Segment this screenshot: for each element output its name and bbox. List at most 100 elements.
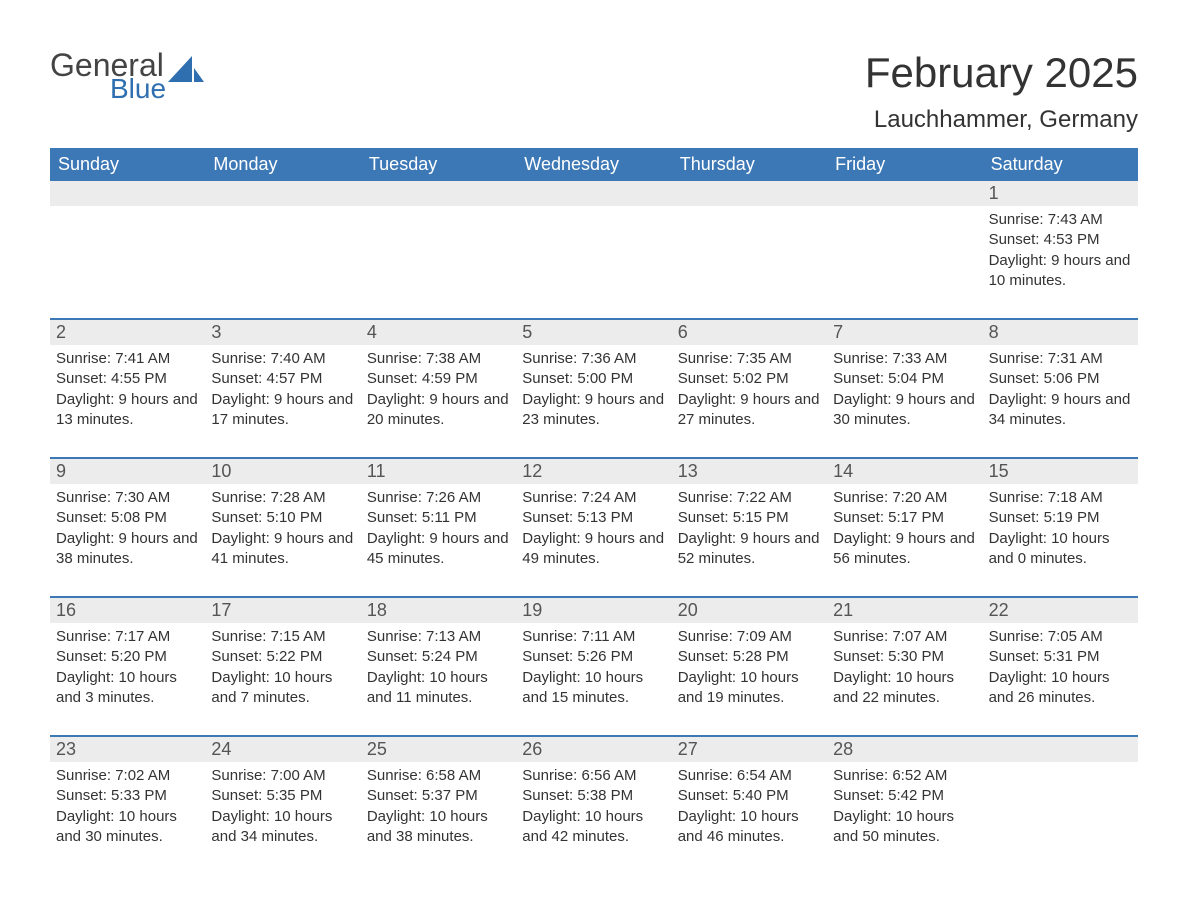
day-cell: Sunrise: 7:09 AMSunset: 5:28 PMDaylight:… <box>672 623 827 713</box>
day-number: 23 <box>50 737 205 762</box>
day-cell <box>205 206 360 296</box>
day-cell: Sunrise: 7:30 AMSunset: 5:08 PMDaylight:… <box>50 484 205 574</box>
sunrise-text: Sunrise: 7:26 AM <box>367 488 510 508</box>
day-cell <box>827 206 982 296</box>
sunrise-text: Sunrise: 7:02 AM <box>56 766 199 786</box>
day-number: 2 <box>50 320 205 345</box>
sunset-text: Sunset: 5:08 PM <box>56 508 199 528</box>
day-cell: Sunrise: 7:11 AMSunset: 5:26 PMDaylight:… <box>516 623 671 713</box>
sunrise-text: Sunrise: 7:09 AM <box>678 627 821 647</box>
daylight-text: Daylight: 9 hours and 17 minutes. <box>211 390 354 431</box>
sail-icon <box>168 56 204 91</box>
day-number <box>672 181 827 206</box>
weekday-header: Monday <box>205 148 360 181</box>
sunrise-text: Sunrise: 7:38 AM <box>367 349 510 369</box>
brand-logo: General Blue <box>50 50 204 103</box>
day-number <box>983 737 1138 762</box>
day-cell: Sunrise: 7:35 AMSunset: 5:02 PMDaylight:… <box>672 345 827 435</box>
day-cell <box>983 762 1138 852</box>
sunrise-text: Sunrise: 7:40 AM <box>211 349 354 369</box>
daylight-text: Daylight: 9 hours and 20 minutes. <box>367 390 510 431</box>
sunset-text: Sunset: 5:24 PM <box>367 647 510 667</box>
sunset-text: Sunset: 5:17 PM <box>833 508 976 528</box>
day-cell <box>516 206 671 296</box>
sunset-text: Sunset: 4:53 PM <box>989 230 1132 250</box>
weekday-header-row: SundayMondayTuesdayWednesdayThursdayFrid… <box>50 148 1138 181</box>
day-number: 6 <box>672 320 827 345</box>
sunset-text: Sunset: 5:20 PM <box>56 647 199 667</box>
sunrise-text: Sunrise: 6:56 AM <box>522 766 665 786</box>
daylight-text: Daylight: 10 hours and 42 minutes. <box>522 807 665 848</box>
sunrise-text: Sunrise: 7:07 AM <box>833 627 976 647</box>
daylight-text: Daylight: 10 hours and 11 minutes. <box>367 668 510 709</box>
day-number <box>827 181 982 206</box>
weekday-header: Wednesday <box>516 148 671 181</box>
day-number: 16 <box>50 598 205 623</box>
sunrise-text: Sunrise: 7:22 AM <box>678 488 821 508</box>
calendar-week: 2345678Sunrise: 7:41 AMSunset: 4:55 PMDa… <box>50 318 1138 435</box>
sunset-text: Sunset: 4:55 PM <box>56 369 199 389</box>
day-number: 12 <box>516 459 671 484</box>
day-number: 27 <box>672 737 827 762</box>
daylight-text: Daylight: 10 hours and 22 minutes. <box>833 668 976 709</box>
sunset-text: Sunset: 5:02 PM <box>678 369 821 389</box>
day-cell: Sunrise: 6:58 AMSunset: 5:37 PMDaylight:… <box>361 762 516 852</box>
day-number: 14 <box>827 459 982 484</box>
day-cell: Sunrise: 7:05 AMSunset: 5:31 PMDaylight:… <box>983 623 1138 713</box>
sunset-text: Sunset: 5:38 PM <box>522 786 665 806</box>
sunrise-text: Sunrise: 7:24 AM <box>522 488 665 508</box>
day-cell <box>50 206 205 296</box>
sunrise-text: Sunrise: 7:18 AM <box>989 488 1132 508</box>
day-cell: Sunrise: 7:15 AMSunset: 5:22 PMDaylight:… <box>205 623 360 713</box>
day-number: 3 <box>205 320 360 345</box>
daylight-text: Daylight: 9 hours and 13 minutes. <box>56 390 199 431</box>
weekday-header: Tuesday <box>361 148 516 181</box>
weekday-header: Friday <box>827 148 982 181</box>
day-number: 22 <box>983 598 1138 623</box>
title-block: February 2025 Lauchhammer, Germany <box>865 50 1138 134</box>
sunrise-text: Sunrise: 6:54 AM <box>678 766 821 786</box>
sunset-text: Sunset: 4:57 PM <box>211 369 354 389</box>
sunrise-text: Sunrise: 7:35 AM <box>678 349 821 369</box>
sunrise-text: Sunrise: 7:15 AM <box>211 627 354 647</box>
daylight-text: Daylight: 9 hours and 30 minutes. <box>833 390 976 431</box>
sunset-text: Sunset: 4:59 PM <box>367 369 510 389</box>
daylight-text: Daylight: 10 hours and 0 minutes. <box>989 529 1132 570</box>
sunset-text: Sunset: 5:28 PM <box>678 647 821 667</box>
sunset-text: Sunset: 5:11 PM <box>367 508 510 528</box>
calendar-weeks: 1Sunrise: 7:43 AMSunset: 4:53 PMDaylight… <box>50 181 1138 852</box>
day-number: 26 <box>516 737 671 762</box>
sunset-text: Sunset: 5:19 PM <box>989 508 1132 528</box>
day-cell <box>361 206 516 296</box>
sunrise-text: Sunrise: 7:33 AM <box>833 349 976 369</box>
day-number: 21 <box>827 598 982 623</box>
sunrise-text: Sunrise: 7:20 AM <box>833 488 976 508</box>
sunrise-text: Sunrise: 6:52 AM <box>833 766 976 786</box>
sunrise-text: Sunrise: 7:05 AM <box>989 627 1132 647</box>
day-cell: Sunrise: 7:00 AMSunset: 5:35 PMDaylight:… <box>205 762 360 852</box>
day-cell: Sunrise: 7:13 AMSunset: 5:24 PMDaylight:… <box>361 623 516 713</box>
day-number: 18 <box>361 598 516 623</box>
weekday-header: Sunday <box>50 148 205 181</box>
sunrise-text: Sunrise: 7:28 AM <box>211 488 354 508</box>
sunrise-text: Sunrise: 6:58 AM <box>367 766 510 786</box>
day-number: 28 <box>827 737 982 762</box>
sunset-text: Sunset: 5:22 PM <box>211 647 354 667</box>
day-number: 25 <box>361 737 516 762</box>
daylight-text: Daylight: 9 hours and 27 minutes. <box>678 390 821 431</box>
daylight-text: Daylight: 9 hours and 10 minutes. <box>989 251 1132 292</box>
day-number: 15 <box>983 459 1138 484</box>
day-cell: Sunrise: 7:22 AMSunset: 5:15 PMDaylight:… <box>672 484 827 574</box>
daylight-text: Daylight: 10 hours and 30 minutes. <box>56 807 199 848</box>
day-cell: Sunrise: 7:33 AMSunset: 5:04 PMDaylight:… <box>827 345 982 435</box>
day-cell: Sunrise: 7:07 AMSunset: 5:30 PMDaylight:… <box>827 623 982 713</box>
daylight-text: Daylight: 10 hours and 19 minutes. <box>678 668 821 709</box>
day-number: 24 <box>205 737 360 762</box>
sunrise-text: Sunrise: 7:00 AM <box>211 766 354 786</box>
sunset-text: Sunset: 5:06 PM <box>989 369 1132 389</box>
sunset-text: Sunset: 5:31 PM <box>989 647 1132 667</box>
day-cell: Sunrise: 7:38 AMSunset: 4:59 PMDaylight:… <box>361 345 516 435</box>
day-cell: Sunrise: 7:31 AMSunset: 5:06 PMDaylight:… <box>983 345 1138 435</box>
daylight-text: Daylight: 10 hours and 50 minutes. <box>833 807 976 848</box>
day-number: 8 <box>983 320 1138 345</box>
